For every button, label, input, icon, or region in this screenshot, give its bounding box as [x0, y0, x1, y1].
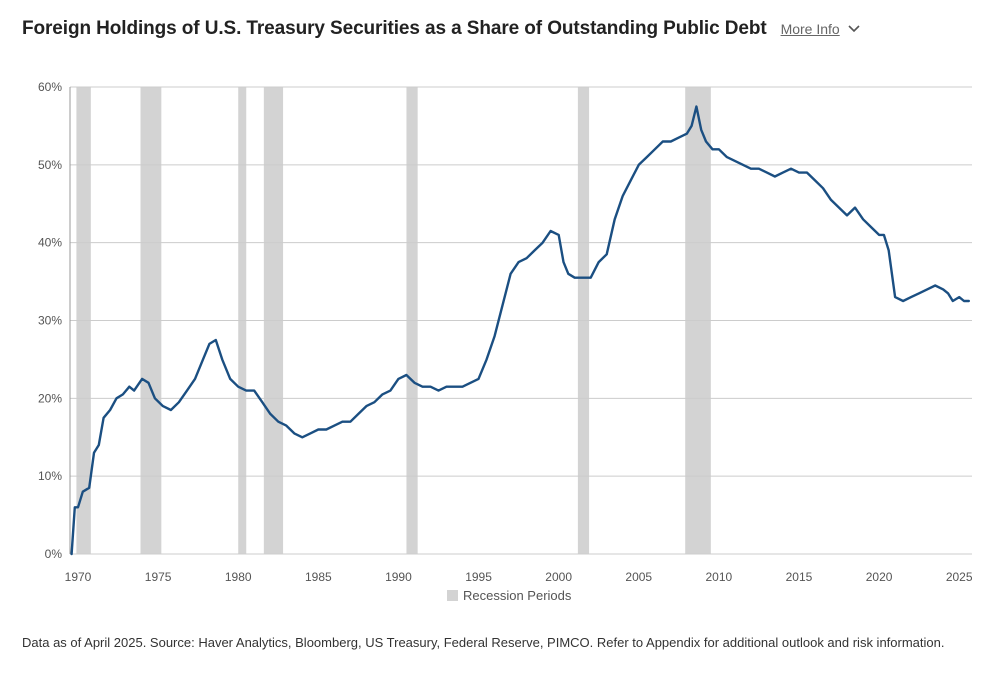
x-tick-label: 1980 [225, 570, 252, 584]
x-tick-label: 1990 [385, 570, 412, 584]
y-tick-label: 0% [45, 547, 63, 561]
x-tick-label: 2020 [866, 570, 893, 584]
x-tick-label: 2005 [625, 570, 652, 584]
y-tick-label: 40% [38, 236, 62, 250]
x-tick-label: 2010 [706, 570, 733, 584]
y-tick-label: 60% [38, 80, 62, 94]
chart-header: Foreign Holdings of U.S. Treasury Securi… [22, 18, 860, 40]
y-tick-label: 30% [38, 314, 62, 328]
legend-swatch [447, 590, 458, 601]
y-tick-label: 20% [38, 391, 62, 405]
x-tick-label: 1985 [305, 570, 332, 584]
x-tick-label: 2025 [946, 570, 973, 584]
chevron-down-icon[interactable] [848, 25, 860, 33]
chart-title: Foreign Holdings of U.S. Treasury Securi… [22, 18, 767, 39]
y-tick-label: 10% [38, 469, 62, 483]
line-chart: 0% 10% 20% 30% 40% 50% 60% 1970 1975 1980 1985 1990… [38, 80, 973, 603]
x-tick-label: 1970 [65, 570, 92, 584]
x-tick-label: 2015 [786, 570, 813, 584]
series-line [70, 105, 970, 556]
more-info-link[interactable]: More Info [781, 21, 860, 37]
y-tick-label: 50% [38, 158, 62, 172]
x-tick-label: 2000 [545, 570, 572, 584]
x-tick-label: 1995 [465, 570, 492, 584]
x-tick-label: 1975 [145, 570, 172, 584]
more-info-label: More Info [780, 21, 840, 37]
legend-label: Recession Periods [463, 588, 572, 603]
source-note: Data as of April 2025. Source: Haver Ana… [22, 635, 945, 650]
